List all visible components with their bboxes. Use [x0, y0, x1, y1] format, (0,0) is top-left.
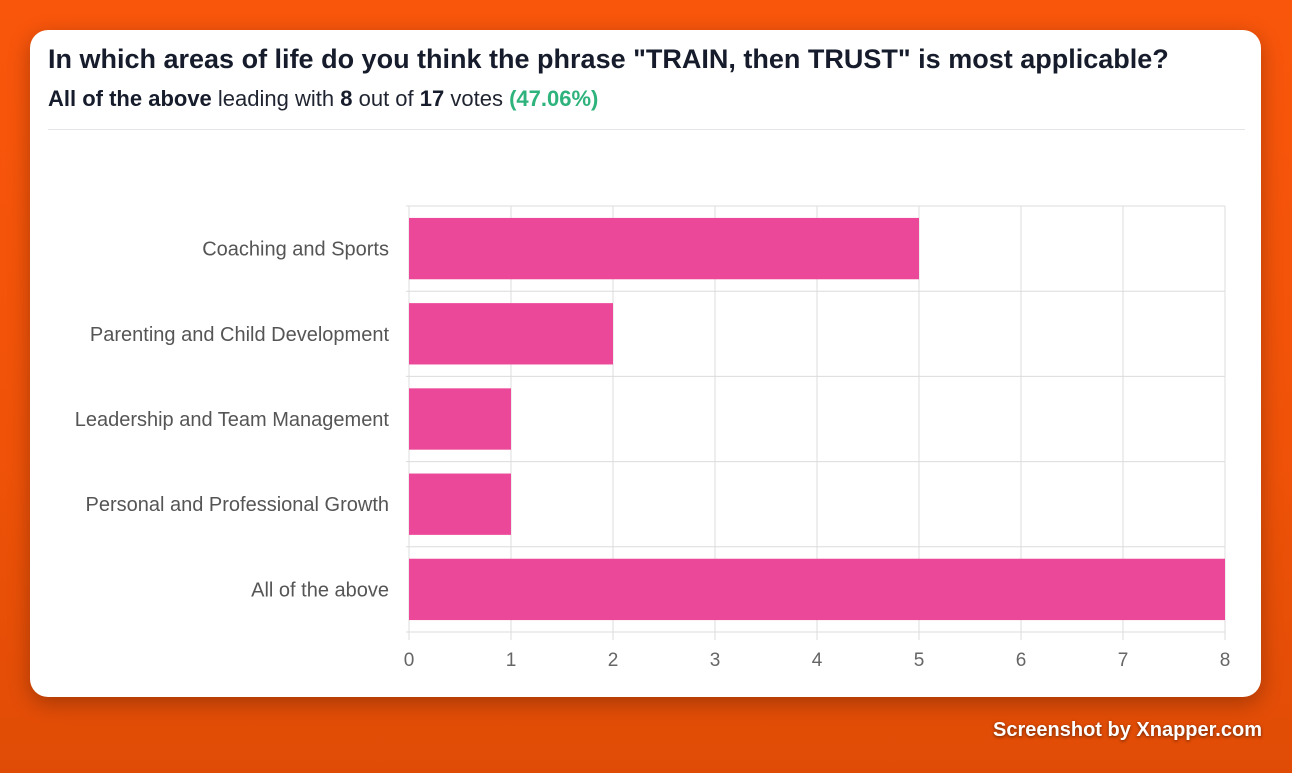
leading-option: All of the above [48, 86, 212, 111]
category-label: Leadership and Team Management [75, 409, 390, 431]
bar [409, 388, 511, 450]
x-tick-label: 8 [1220, 650, 1231, 671]
category-label: Personal and Professional Growth [86, 494, 390, 516]
bar [409, 217, 919, 280]
out-of-text: out of [358, 86, 414, 111]
bar [409, 473, 511, 535]
x-tick-label: 0 [404, 650, 415, 671]
x-tick-label: 2 [608, 650, 619, 671]
category-label: All of the above [251, 579, 389, 601]
header-divider [48, 129, 1245, 130]
leader-percent: (47.06%) [509, 86, 599, 111]
leading-with-text: leading with [217, 86, 335, 111]
category-label: Coaching and Sports [202, 239, 389, 261]
screenshot-credit: Screenshot by Xnapper.com [993, 719, 1262, 741]
votes-text: votes [450, 86, 503, 111]
x-tick-label: 4 [812, 650, 823, 671]
x-tick-label: 5 [914, 650, 925, 671]
results-bar-chart: 0 1 2 3 4 5 6 7 8 Coaching and Sports Parenting an… [75, 205, 1231, 671]
poll-question: In which areas of life do you think the … [48, 44, 1169, 74]
x-tick-label: 3 [710, 650, 721, 671]
poll-summary: All of the above leading with 8 out of 1… [48, 86, 598, 112]
leader-vote-count: 8 [340, 86, 353, 111]
x-tick-label: 7 [1118, 650, 1129, 671]
total-vote-count: 17 [419, 86, 445, 111]
bar [409, 303, 613, 365]
x-tick-label: 6 [1016, 650, 1027, 671]
bar [409, 558, 1225, 621]
category-label: Parenting and Child Development [90, 324, 390, 346]
x-tick-label: 1 [506, 650, 517, 671]
poll-card: In which areas of life do you think the … [30, 30, 1261, 697]
